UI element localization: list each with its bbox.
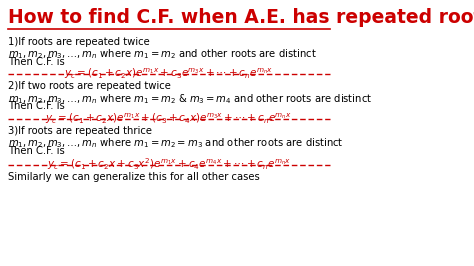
Text: $m_1, m_2, m_3, \ldots, m_n$ where $m_1 = m_2$ and other roots are distinct: $m_1, m_2, m_3, \ldots, m_n$ where $m_1 … bbox=[8, 47, 317, 61]
Text: $m_1, m_2, m_3, \ldots, m_n$ where $m_1 = m_2 = m_3$ and other roots are distinc: $m_1, m_2, m_3, \ldots, m_n$ where $m_1 … bbox=[8, 136, 344, 150]
Text: 1)If roots are repeated twice: 1)If roots are repeated twice bbox=[8, 37, 150, 47]
Text: Similarly we can generalize this for all other cases: Similarly we can generalize this for all… bbox=[8, 172, 260, 182]
Text: $y_c = (c_1 + c_2 x)e^{m_1 x} + c_3 e^{m_3 x} + \cdots + c_n e^{m_n x}$: $y_c = (c_1 + c_2 x)e^{m_1 x} + c_3 e^{m… bbox=[64, 67, 273, 81]
Text: $m_1, m_2, m_3, \ldots, m_n$ where $m_1 = m_2$ & $m_3 = m_4$ and other roots are: $m_1, m_2, m_3, \ldots, m_n$ where $m_1 … bbox=[8, 92, 372, 106]
Text: How to find C.F. when A.E. has repeated roots?: How to find C.F. when A.E. has repeated … bbox=[8, 8, 474, 27]
Text: 3)If roots are repeated thrice: 3)If roots are repeated thrice bbox=[8, 126, 152, 136]
Text: Then C.F. is: Then C.F. is bbox=[8, 101, 65, 111]
Text: $y_c = (c_1 + c_2 x + c_3 x^2)e^{m_1 x} + c_4 e^{m_4 x} + \cdots + c_n e^{m_n x}: $y_c = (c_1 + c_2 x + c_3 x^2)e^{m_1 x} … bbox=[47, 157, 291, 172]
Text: 2)If two roots are repeated twice: 2)If two roots are repeated twice bbox=[8, 81, 171, 92]
Text: $y_c = (c_1 + c_2 x)e^{m_1 x} + (c_3 + c_4 x)e^{m_3 x} + \cdots + c_n e^{m_n x}$: $y_c = (c_1 + c_2 x)e^{m_1 x} + (c_3 + c… bbox=[46, 111, 292, 126]
Text: Then C.F. is: Then C.F. is bbox=[8, 146, 65, 156]
Text: Then C.F. is: Then C.F. is bbox=[8, 57, 65, 67]
